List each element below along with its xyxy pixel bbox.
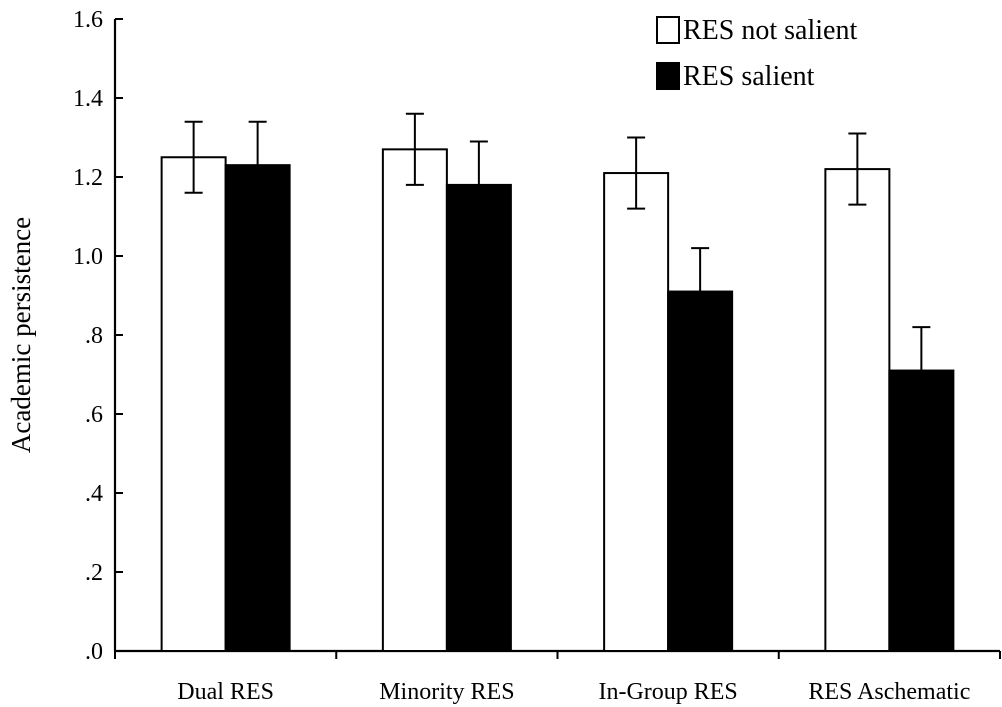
bar-group	[824, 132, 955, 652]
y-tick-label: .6	[85, 402, 103, 428]
x-category-label: Minority RES	[379, 679, 514, 705]
legend-swatch	[656, 16, 680, 44]
legend-label: RES salient	[683, 61, 815, 92]
legend-swatch	[656, 62, 680, 90]
y-tick-label: 1.2	[73, 165, 103, 191]
y-tick-label: .4	[85, 481, 103, 507]
x-category-label: In-Group RES	[598, 679, 737, 705]
y-tick-label: .8	[85, 323, 103, 349]
legend-label: RES not salient	[683, 15, 857, 46]
y-tick-label: 1.4	[73, 86, 103, 112]
y-tick-label: .2	[85, 560, 103, 586]
y-tick-label: .0	[85, 639, 103, 665]
x-category-label: Dual RES	[177, 679, 274, 705]
bar	[667, 290, 734, 652]
x-category-label: RES Aschematic	[808, 679, 970, 705]
bar	[445, 183, 512, 652]
bar	[381, 148, 448, 652]
bar	[824, 168, 891, 652]
y-tick-label: 1.0	[73, 244, 103, 270]
y-tick-label: 1.6	[73, 7, 103, 33]
bar-group	[381, 112, 512, 652]
bar	[603, 172, 670, 653]
bar	[160, 156, 227, 652]
y-axis-title: Academic persistence	[6, 217, 36, 453]
bar-group	[603, 136, 734, 653]
bar	[224, 164, 291, 652]
legend: RES not salient RES salient	[656, 15, 857, 92]
plot-area: .0 .2 .4 .6 .8 1.0 1.2 1.4 1.6 Dual RES Minority R…	[73, 7, 1001, 705]
bar-group	[160, 120, 291, 652]
